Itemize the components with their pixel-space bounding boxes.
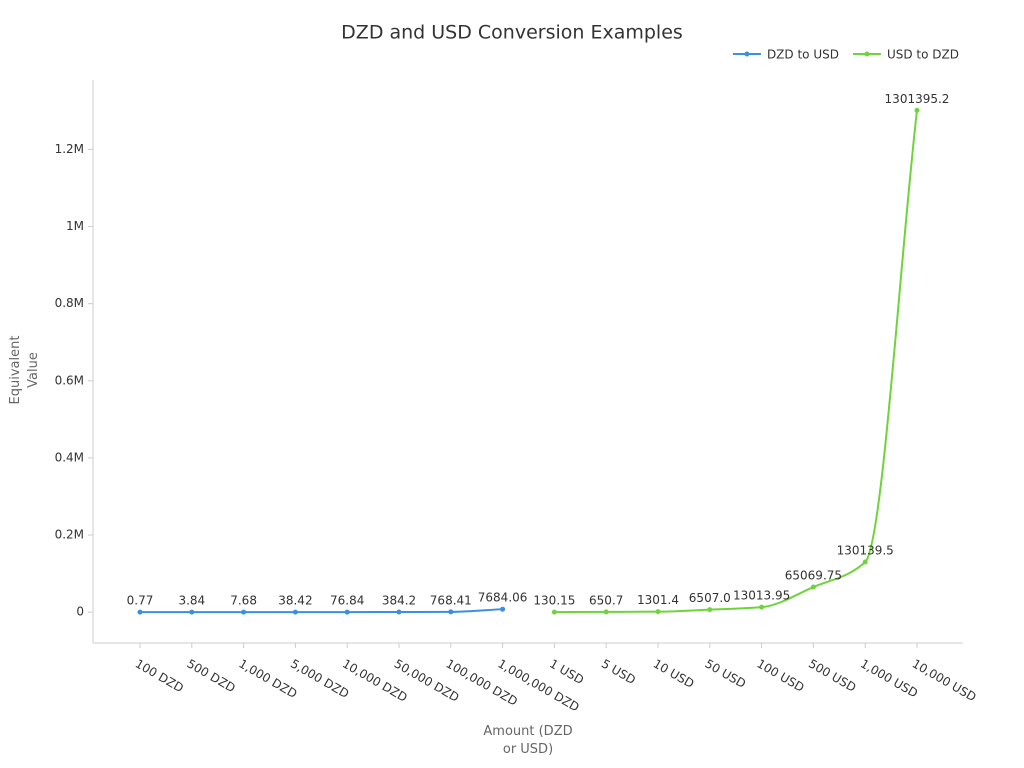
point (448, 609, 454, 615)
point (707, 607, 713, 613)
point (500, 606, 506, 612)
point (344, 609, 350, 615)
x-tick-label: 1 USD (547, 657, 586, 688)
y-tick-label: 0.6M (55, 373, 84, 387)
y-tick-label: 0.4M (55, 450, 84, 464)
chart-title: DZD and USD Conversion Examples (341, 22, 683, 44)
point (137, 609, 143, 615)
x-tick-label: 100 DZD (133, 657, 186, 696)
point (810, 584, 816, 590)
x-tick-label: 10,000 USD (910, 657, 979, 705)
point (914, 107, 920, 113)
point (292, 609, 298, 615)
legend-label: USD to DZD (887, 48, 959, 62)
x-tick-label: 50 USD (703, 657, 749, 691)
data-label: 650.7 (589, 593, 623, 607)
point (189, 609, 195, 615)
data-label: 768.41 (430, 593, 472, 607)
data-label: 0.77 (127, 594, 154, 608)
data-label: 65069.75 (785, 569, 842, 583)
x-tick-label: 1,000 DZD (236, 657, 299, 702)
legend-marker (744, 51, 750, 57)
data-label: 384.2 (382, 594, 416, 608)
data-label: 130.15 (533, 594, 575, 608)
data-label: 7.68 (230, 594, 257, 608)
data-label: 38.42 (278, 594, 312, 608)
point (396, 609, 402, 615)
point (655, 609, 661, 615)
point (759, 604, 765, 610)
legend-marker (864, 51, 870, 57)
data-label: 7684.06 (478, 591, 528, 605)
x-tick-label: 500 DZD (185, 657, 238, 696)
y-tick-label: 1M (66, 219, 84, 233)
x-tick-label: 500 USD (806, 657, 858, 695)
data-label: 6507.0 (689, 591, 731, 605)
point (862, 559, 868, 565)
series-line (139, 608, 503, 614)
data-label: 1301395.2 (885, 92, 950, 106)
x-tick-label: 10 USD (651, 657, 697, 691)
legend-label: DZD to USD (767, 48, 839, 62)
y-tick-label: 0.2M (55, 528, 84, 542)
data-label: 76.84 (330, 594, 364, 608)
data-label: 130139.5 (837, 543, 894, 557)
series-line (554, 110, 918, 614)
x-tick-label: 1,000 USD (858, 657, 920, 701)
x-tick-label: 5,000 DZD (288, 657, 351, 702)
y-axis-title: Equivalent Value (8, 335, 41, 405)
data-label: 1301.4 (637, 593, 679, 607)
data-label: 13013.95 (733, 589, 790, 603)
y-tick-label: 1.2M (55, 142, 84, 156)
x-axis-title: Amount (DZD or USD) (483, 724, 573, 757)
x-tick-label: 100 USD (754, 657, 806, 695)
x-tick-label: 5 USD (599, 657, 638, 688)
point (551, 609, 557, 615)
point (603, 609, 609, 615)
point (241, 609, 247, 615)
y-tick-label: 0 (76, 605, 84, 619)
data-label: 3.84 (178, 594, 205, 608)
y-tick-label: 0.8M (55, 296, 84, 310)
